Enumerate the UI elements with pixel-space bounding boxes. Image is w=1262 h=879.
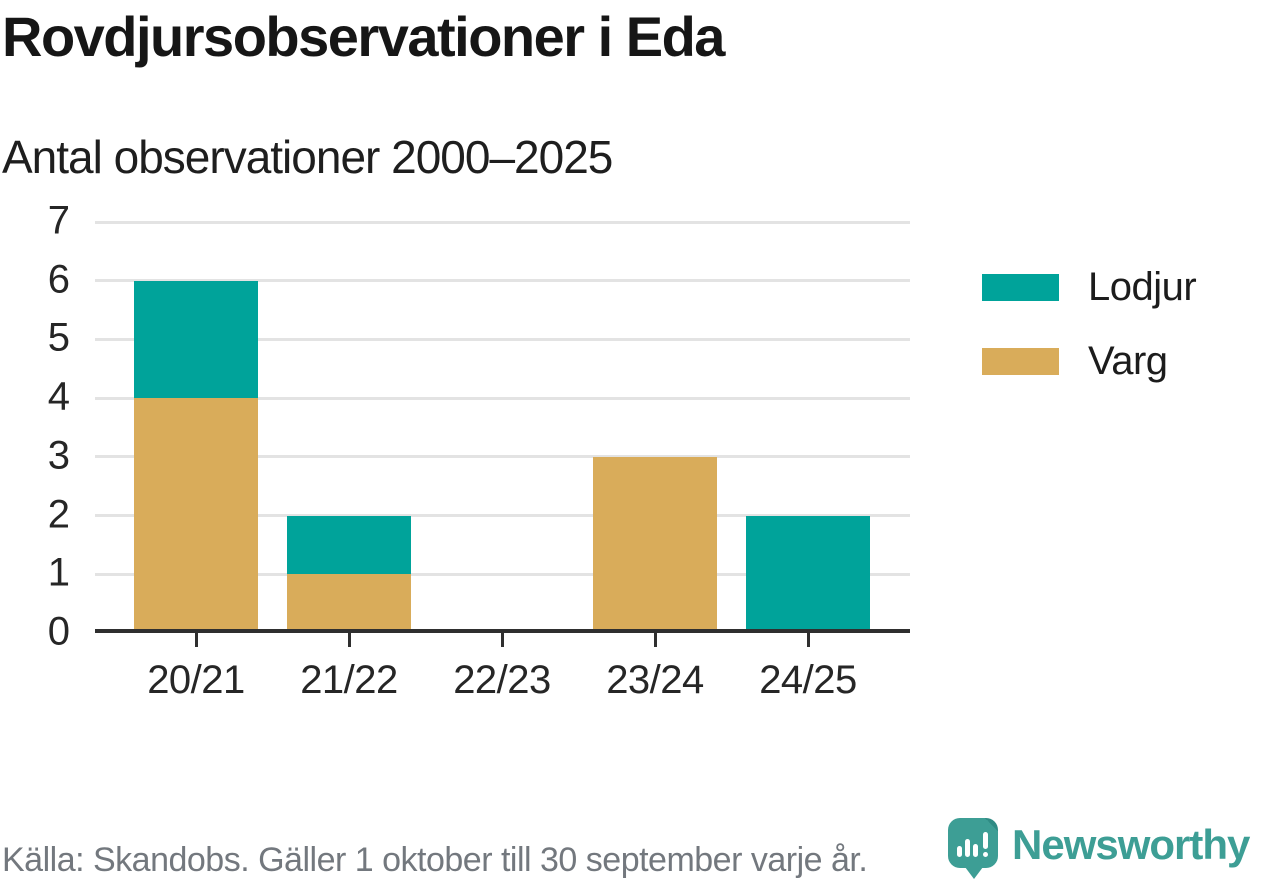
y-tick-label: 2 [47,492,70,537]
gridline-y6 [95,279,910,283]
bar-segment-lodjur-21-22 [287,515,411,575]
bar-segment-varg-23-24 [593,456,717,633]
legend: Lodjur Varg [982,265,1197,413]
gridline-y2 [95,514,910,518]
gridline-y1 [95,572,910,576]
legend-swatch-lodjur [982,274,1059,301]
y-axis: 0 1 2 3 4 5 6 7 [0,199,70,654]
newsworthy-logo-icon [948,818,998,868]
bar-segment-varg-21-22 [287,574,411,633]
legend-swatch-varg [982,348,1059,375]
legend-label: Lodjur [1088,265,1197,309]
x-tick-mark [194,633,198,647]
x-tick-label: 21/22 [300,658,398,702]
gridline-y4 [95,396,910,400]
y-tick-label: 3 [47,433,70,478]
brand-name: Newsworthy [1012,821,1250,868]
bar-segment-varg-20-21 [134,398,258,633]
x-tick-mark [806,633,810,647]
gridline-y3 [95,455,910,459]
gridline-y7 [95,220,910,224]
bar-segment-lodjur-20-21 [134,280,258,399]
legend-item-lodjur: Lodjur [982,265,1197,310]
speech-bubble-tail [965,867,983,879]
x-axis-line [95,629,910,633]
source-note: Källa: Skandobs. Gäller 1 oktober till 3… [2,841,868,879]
x-tick-label: 22/23 [453,658,551,702]
chart-title: Rovdjursobservationer i Eda [2,5,725,68]
y-tick-label: 1 [47,550,70,595]
legend-label: Varg [1088,339,1168,383]
newsworthy-logo: Newsworthy [948,818,1260,879]
y-tick-label: 4 [47,374,70,419]
x-tick-mark [653,633,657,647]
bar-chart-icon [957,832,988,857]
y-tick-label: 0 [47,609,70,654]
x-tick-label: 20/21 [147,658,245,702]
x-tick-label: 24/25 [759,658,857,702]
exclamation-icon [983,832,988,857]
y-tick-label: 7 [47,198,70,243]
x-tick-mark [500,633,504,647]
gridline-y5 [95,337,910,341]
bar-segment-lodjur-24-25 [746,515,870,633]
chart-subtitle: Antal observationer 2000–2025 [2,131,613,183]
y-tick-label: 5 [47,316,70,361]
y-tick-label: 6 [47,257,70,302]
plot-area: 20/21 21/22 22/23 23/24 24/25 [95,220,910,702]
x-tick-mark [347,633,351,647]
legend-item-varg: Varg [982,339,1196,384]
x-tick-label: 23/24 [606,658,704,702]
